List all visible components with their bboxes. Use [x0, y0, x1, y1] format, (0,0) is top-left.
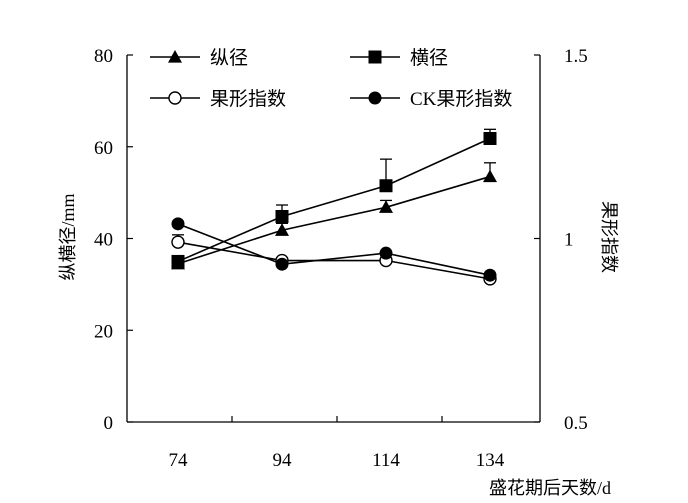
x-tick-label: 134 [476, 450, 505, 471]
legend-marker [168, 50, 182, 63]
data-point [379, 246, 393, 260]
series-line-2 [177, 137, 491, 263]
data-point [379, 200, 393, 213]
x-tick-label: 94 [273, 450, 293, 471]
legend-marker [368, 91, 382, 105]
data-point [483, 169, 497, 183]
legend-label: 果形指数 [210, 88, 286, 110]
series-line-4 [177, 223, 491, 276]
y-left-tick-label: 0 [104, 413, 114, 434]
data-point [483, 268, 497, 282]
y-right-tick-label: 1.5 [564, 46, 588, 67]
legend-label: 横径 [410, 47, 448, 69]
y-left-tick-label: 20 [94, 321, 113, 342]
x-tick-label: 114 [372, 450, 400, 471]
legend-label: 纵径 [210, 47, 248, 69]
y-left-tick-label: 40 [94, 230, 113, 251]
data-point [275, 209, 289, 223]
y-axis-left-label: 纵横径/mm [58, 193, 78, 280]
data-point [171, 254, 185, 268]
x-tick-label: 74 [169, 450, 189, 471]
legend-label: CK果形指数 [410, 88, 512, 110]
y-right-tick-label: 1 [564, 230, 574, 251]
legend-marker [368, 50, 382, 64]
tick-labels: 0 20 40 60 80 0.5 1 1.5 74 94 114 134 [94, 46, 588, 471]
y-left-tick-label: 60 [94, 138, 113, 159]
data-point [171, 235, 185, 249]
axes [126, 54, 541, 423]
y-left-tick-label: 80 [94, 46, 113, 67]
series-line-1 [177, 175, 491, 265]
series-line-3 [177, 241, 491, 280]
data-point [483, 131, 497, 145]
data-point [275, 223, 289, 236]
x-axis-label: 盛花期后天数/d [489, 478, 611, 498]
y-right-tick-label: 0.5 [564, 413, 588, 434]
legend-marker [168, 91, 182, 105]
data-point [275, 257, 289, 271]
y-axis-right-label: 果形指数 [599, 201, 619, 273]
data-point [171, 217, 185, 231]
data-point [379, 179, 393, 193]
series-group [171, 128, 497, 286]
